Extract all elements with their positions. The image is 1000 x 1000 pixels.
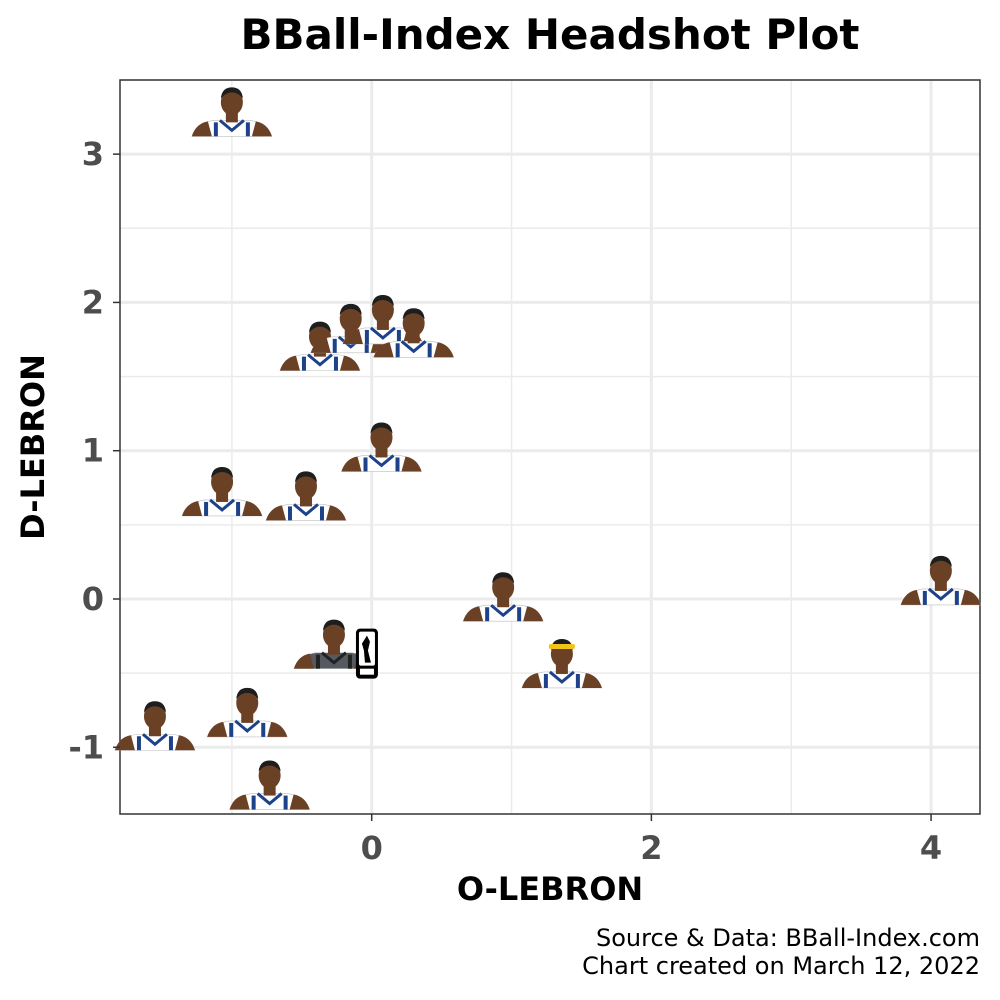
axis-ticks: 0 2 4 3 2 1 0 -1 [68,135,942,867]
player-headshot-marker [181,466,263,517]
y-tick-label: 2 [82,283,104,321]
player-headshot-marker [206,687,288,738]
player-headshot-marker [521,638,603,689]
caption-source: Source & Data: BBall-Index.com [595,924,980,952]
data-points [114,87,982,810]
player-headshot-marker [462,572,544,622]
player-headshot-marker [114,701,196,751]
y-tick-label: -1 [68,728,104,766]
player-headshot-marker [341,422,422,472]
panel-border [119,79,981,815]
y-tick-label: 1 [82,432,104,470]
y-tick-label: 3 [82,135,104,173]
grid-lines [120,79,980,814]
player-headshot-marker [191,87,273,137]
y-axis-label: D-LEBRON [14,354,52,540]
x-tick-label: 2 [640,829,662,867]
x-tick-label: 0 [361,829,383,867]
x-axis-label: O-LEBRON [457,870,643,908]
x-tick-label: 4 [920,829,942,867]
y-tick-label: 0 [82,580,104,618]
caption-created: Chart created on March 12, 2022 [582,952,980,980]
player-headshot-marker [229,760,311,810]
player-headshot-marker [900,555,982,606]
chart-title: BBall-Index Headshot Plot [240,10,860,59]
player-headshot-nba-marker [293,619,378,679]
player-headshot-marker [265,471,347,521]
player-headshot-marker [373,308,455,358]
